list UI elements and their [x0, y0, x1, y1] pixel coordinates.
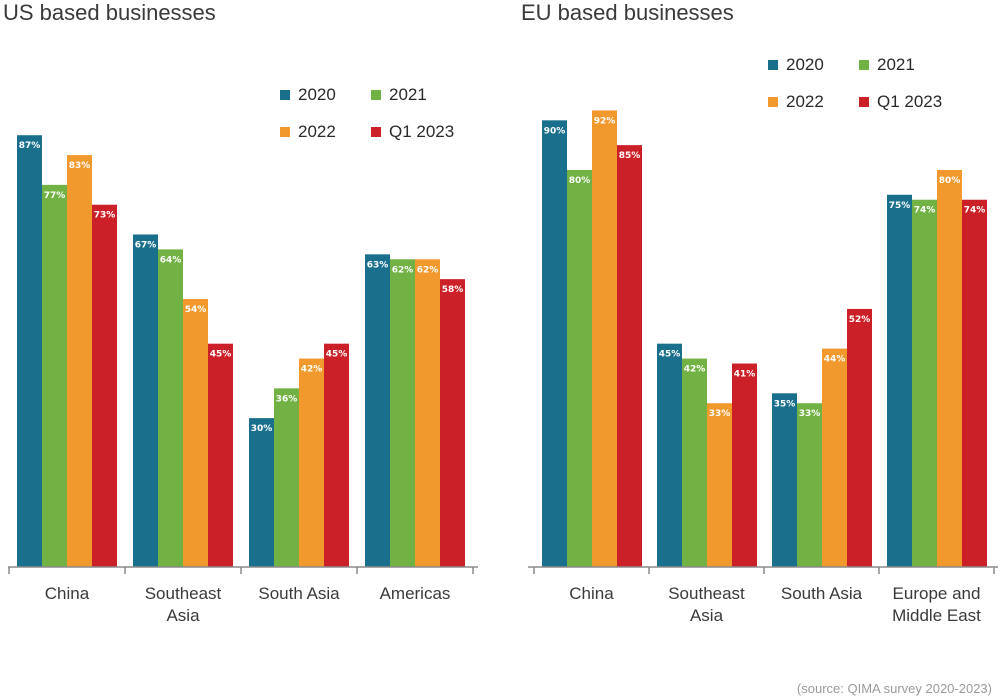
data-label: 92% [594, 116, 616, 126]
data-label: 33% [709, 409, 731, 419]
legend-label: 2022 [298, 122, 336, 141]
bar-2020 [365, 254, 390, 567]
bar-2021 [274, 388, 299, 567]
bar-2022 [415, 259, 440, 567]
legend-label: Q1 2023 [877, 92, 942, 111]
category-label: South Asia [781, 584, 863, 603]
eu-chart-panel: EU based businesses 2020 2021 2022 Q1 2023 90… [521, 0, 998, 625]
bar-2021 [797, 403, 822, 567]
legend-swatch-2021 [371, 90, 381, 100]
bar-2021 [682, 358, 707, 567]
bar-2021 [158, 249, 183, 568]
data-label: 58% [442, 285, 464, 295]
category-label: Southeast [668, 584, 745, 603]
bar-q1-2023 [847, 308, 872, 567]
bar-2021 [567, 169, 592, 567]
category-label: Europe and [893, 584, 981, 603]
legend-label: 2021 [877, 55, 915, 74]
data-label: 52% [849, 315, 871, 325]
bar-2020 [17, 135, 42, 567]
bar-q1-2023 [440, 279, 465, 567]
legend-swatch-2022 [768, 97, 778, 107]
data-label: 35% [774, 399, 796, 409]
bar-2020 [542, 120, 567, 567]
data-label: 80% [939, 176, 961, 186]
chart-title: EU based businesses [521, 0, 734, 25]
category-label: South Asia [258, 584, 340, 603]
bar-q1-2023 [962, 199, 987, 567]
data-label: 45% [326, 350, 348, 360]
bar-2020 [887, 194, 912, 567]
data-label: 62% [392, 265, 414, 275]
data-label: 36% [276, 394, 298, 404]
bar-2022 [183, 298, 208, 567]
bar-2020 [657, 343, 682, 567]
data-label: 33% [799, 409, 821, 419]
bar-2020 [133, 234, 158, 567]
bar-q1-2023 [732, 363, 757, 567]
chart-title: US based businesses [3, 0, 216, 25]
data-label: 67% [135, 240, 157, 250]
data-label: 85% [619, 151, 641, 161]
data-label: 90% [544, 126, 566, 136]
legend-swatch-2020 [280, 90, 290, 100]
bar-q1-2023 [92, 204, 117, 568]
data-label: 74% [914, 206, 936, 216]
legend-swatch-2020 [768, 60, 778, 70]
bar-2022 [67, 155, 92, 568]
category-label: Asia [690, 606, 724, 625]
data-label: 42% [301, 365, 323, 375]
legend-swatch-2021 [859, 60, 869, 70]
bar-2022 [707, 403, 732, 567]
data-label: 45% [659, 350, 681, 360]
data-label: 44% [824, 355, 846, 365]
bar-2022 [299, 358, 324, 567]
bar-2021 [390, 259, 415, 567]
data-label: 87% [19, 141, 41, 151]
category-label: Americas [380, 584, 451, 603]
data-label: 30% [251, 424, 273, 434]
bar-q1-2023 [208, 343, 233, 567]
data-label: 80% [569, 176, 591, 186]
legend-swatch-q1-2023 [859, 97, 869, 107]
data-label: 64% [160, 255, 182, 265]
legend-swatch-2022 [280, 127, 290, 137]
legend-label: 2021 [389, 85, 427, 104]
category-label: China [569, 584, 614, 603]
data-label: 83% [69, 161, 91, 171]
us-chart-panel: US based businesses 2020 2021 2022 Q1 2023 87… [3, 0, 478, 625]
data-label: 77% [44, 191, 66, 201]
bar-q1-2023 [324, 343, 349, 567]
legend-label: 2020 [298, 85, 336, 104]
bar-q1-2023 [617, 145, 642, 567]
legend-swatch-q1-2023 [371, 127, 381, 137]
bar-2021 [912, 199, 937, 567]
category-label: Middle East [892, 606, 981, 625]
data-label: 63% [367, 260, 389, 270]
data-label: 62% [417, 265, 439, 275]
bar-2022 [592, 110, 617, 568]
data-label: 41% [734, 370, 756, 380]
category-label: Asia [166, 606, 200, 625]
data-label: 54% [185, 305, 207, 315]
category-label: Southeast [145, 584, 222, 603]
data-label: 45% [210, 350, 232, 360]
data-label: 42% [684, 365, 706, 375]
bar-2022 [822, 348, 847, 567]
bar-2022 [937, 169, 962, 567]
bar-2020 [249, 418, 274, 567]
source-note: (source: QIMA survey 2020-2023) [797, 681, 992, 696]
bar-2021 [42, 184, 67, 567]
data-label: 74% [964, 206, 986, 216]
data-label: 75% [889, 201, 911, 211]
data-label: 73% [94, 211, 116, 221]
category-label: China [45, 584, 90, 603]
legend-label: Q1 2023 [389, 122, 454, 141]
legend-label: 2022 [786, 92, 824, 111]
legend-label: 2020 [786, 55, 824, 74]
bar-2020 [772, 393, 797, 567]
